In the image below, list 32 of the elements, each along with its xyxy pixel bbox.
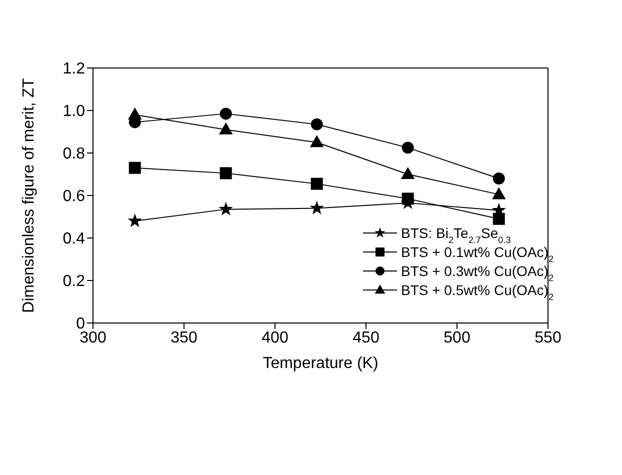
point	[402, 142, 414, 154]
point	[492, 172, 505, 184]
y-axis-title: Dimensionless figure of merit, ZT	[20, 78, 38, 313]
legend-label: BTS + 0.3wt% Cu(OAc)$_{2}$	[401, 263, 554, 283]
y-tick-label: 0.4	[62, 230, 86, 248]
point	[128, 214, 142, 228]
point	[310, 178, 323, 190]
x-tick-label: 450	[352, 329, 380, 346]
point	[220, 167, 232, 180]
x-tick-label: 350	[170, 329, 198, 346]
x-axis-title: Temperature (K)	[262, 355, 378, 372]
y-tick-label: 0.6	[62, 188, 86, 206]
point	[400, 167, 415, 180]
y-tick-label: 0.2	[62, 273, 86, 290]
y-tick-label: 1.2	[62, 60, 86, 78]
point	[310, 135, 324, 148]
legend-label: BTS + 0.5wt% Cu(OAc)$_{2}$	[401, 282, 554, 302]
legend-label: BTS + 0.1wt% Cu(OAc)$_{2}$	[401, 244, 554, 264]
x-tick-label: 550	[534, 329, 562, 346]
y-tick-label: 1.0	[62, 103, 86, 120]
point	[218, 122, 233, 134]
point	[218, 202, 233, 216]
point	[220, 108, 232, 120]
point	[310, 200, 324, 214]
x-tick-label: 500	[444, 329, 470, 346]
y-tick-label: 0.8	[62, 146, 86, 163]
legend-label: BTS: Bi$_{2}$Te$_{2.7}$Se$_{0.3}$	[401, 225, 511, 245]
point	[128, 162, 141, 174]
x-tick-label: 400	[262, 329, 288, 346]
point	[492, 212, 505, 225]
point	[310, 118, 323, 130]
point	[492, 187, 506, 200]
